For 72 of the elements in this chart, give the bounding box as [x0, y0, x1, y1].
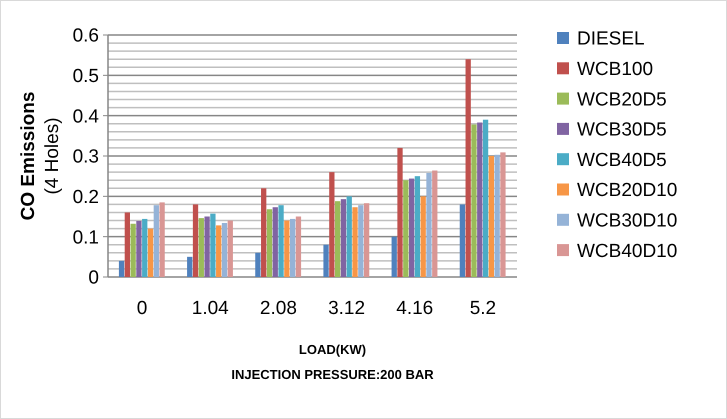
legend-label: WCB30D5	[577, 120, 667, 141]
bar	[118, 260, 124, 277]
bar	[290, 218, 296, 277]
legend-label: WCB20D10	[577, 180, 678, 202]
bar	[471, 124, 477, 277]
bar	[432, 170, 438, 277]
bar	[124, 212, 130, 277]
bar	[255, 252, 261, 277]
bar	[278, 205, 284, 277]
bar	[323, 244, 329, 277]
bar	[466, 59, 471, 277]
bar	[392, 236, 397, 277]
bar	[500, 152, 506, 277]
y-tick-label: 0.3	[72, 146, 99, 168]
bar	[477, 122, 482, 277]
y-tick-label: 0.1	[72, 227, 99, 248]
legend-label: WCB40D5	[577, 150, 667, 171]
y-tick-label: 0.6	[72, 26, 99, 47]
bar	[494, 154, 500, 277]
legend-label: WCB20D5	[577, 89, 667, 110]
y-tick-label: 0.2	[72, 186, 99, 208]
y-tick-label: 0.5	[72, 66, 99, 87]
x-axis-title: LOAD(KW)	[298, 342, 366, 357]
bar	[403, 180, 408, 277]
x-tick-label: 4.16	[396, 298, 434, 319]
bar	[142, 218, 148, 277]
bar	[408, 178, 414, 277]
bar	[228, 220, 233, 277]
legend-label: WCB100	[577, 58, 654, 80]
bar	[352, 207, 358, 277]
bar	[266, 209, 272, 277]
bar	[488, 156, 494, 277]
bar	[397, 148, 403, 277]
bar	[272, 207, 278, 277]
bar	[426, 172, 432, 277]
bar	[187, 256, 192, 277]
bar	[414, 176, 420, 277]
bar	[334, 201, 340, 277]
x-tick-label: 5.2	[470, 298, 496, 319]
x-tick-label: 1.04	[192, 298, 230, 319]
text: INJECTION PRESSURE:200 BAR	[231, 367, 434, 382]
bar	[148, 228, 154, 277]
bar	[216, 225, 222, 277]
bar	[261, 188, 266, 277]
bar	[364, 203, 370, 277]
bar	[130, 224, 136, 277]
bar	[192, 204, 198, 277]
bar	[154, 205, 159, 277]
legend-label: WCB30D10	[577, 210, 678, 232]
x-tick-label: 2.08	[260, 298, 297, 319]
y-tick-label: 0.4	[72, 106, 100, 128]
bar	[210, 214, 216, 277]
bar	[296, 216, 302, 277]
bar	[136, 220, 142, 277]
x-tick-label: 0	[136, 298, 148, 319]
bar	[222, 222, 228, 277]
legend-label: WCB40D10	[577, 240, 678, 262]
bar	[159, 202, 165, 277]
bar	[358, 205, 364, 277]
bar	[346, 196, 352, 277]
bar	[460, 204, 466, 277]
bar	[482, 120, 488, 277]
bar	[284, 220, 290, 277]
bar	[420, 196, 426, 277]
bar	[340, 199, 346, 277]
bar	[329, 172, 334, 277]
x-tick-label: 3.12	[328, 298, 366, 319]
bar	[198, 218, 204, 277]
bar	[204, 216, 210, 277]
y-axis-title: CO Emissions (4 Holes)	[18, 92, 63, 220]
y-tick-label: 0	[88, 268, 99, 289]
legend-label: DIESEL	[577, 28, 645, 50]
